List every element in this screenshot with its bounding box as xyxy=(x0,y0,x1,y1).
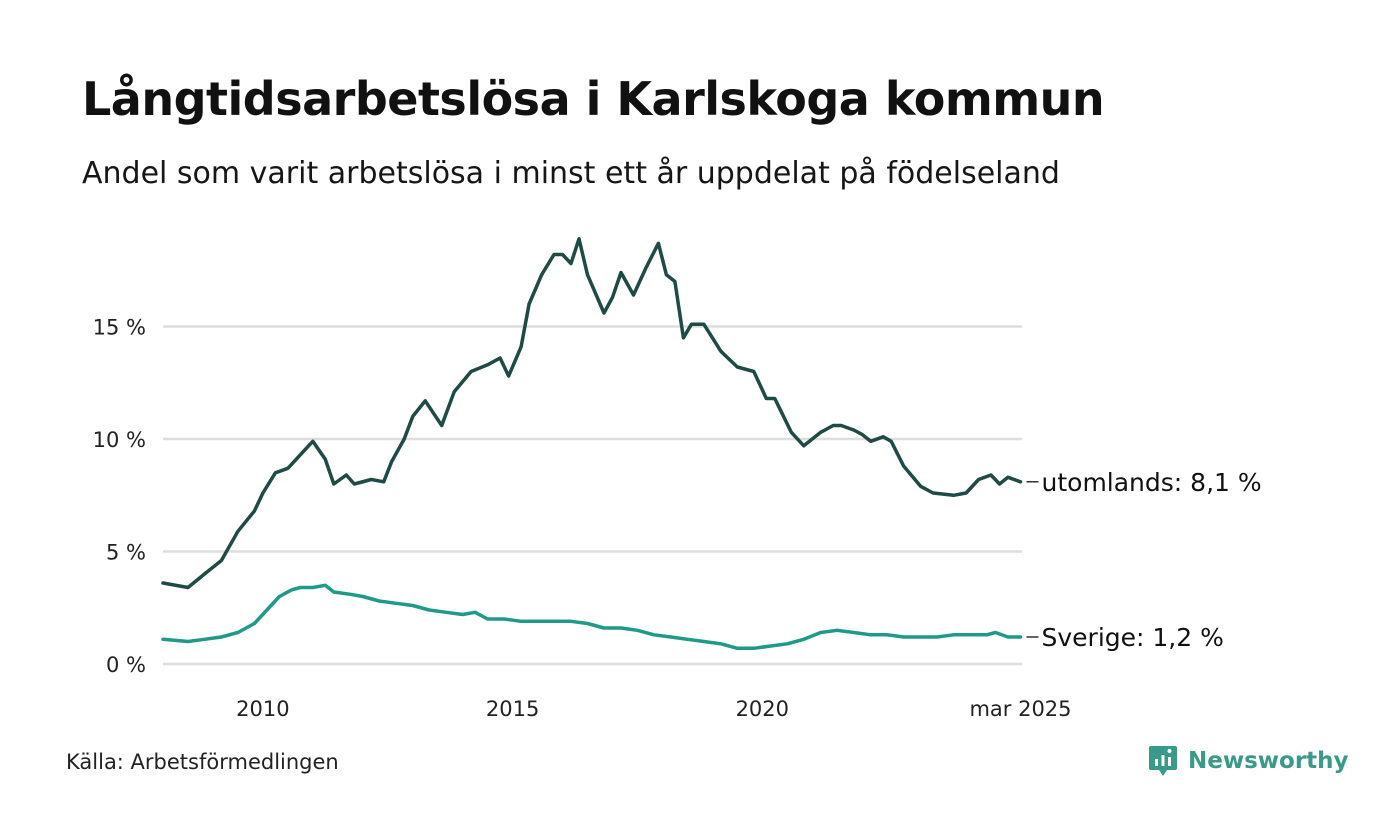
chart-bubble-icon xyxy=(1149,746,1177,776)
series-lines xyxy=(161,237,1023,651)
x-tick-label: 2015 xyxy=(486,697,539,721)
x-tick-label: 2010 xyxy=(236,697,289,721)
y-tick-label: 0 % xyxy=(106,653,146,677)
y-tick-label: 10 % xyxy=(93,428,146,452)
series-line-utomlands xyxy=(161,237,1023,590)
brand-name: Newsworthy xyxy=(1188,748,1349,774)
series-end-label-sverige: Sverige: 1,2 % xyxy=(1042,623,1224,652)
y-axis-ticks: 0 % 5 % 10 % 15 % xyxy=(93,316,146,678)
series-line-sverige xyxy=(161,583,1023,651)
gridlines xyxy=(163,325,1022,666)
x-axis-ticks: 2010 2015 2020 mar 2025 xyxy=(236,697,1071,721)
x-tick-label: 2020 xyxy=(736,697,789,721)
y-tick-label: 15 % xyxy=(93,316,146,340)
chart-subtitle: Andel som varit arbetslösa i minst ett å… xyxy=(82,156,1060,191)
brand-logo: Newsworthy xyxy=(1148,744,1349,778)
chart-title: Långtidsarbetslösa i Karlskoga kommun xyxy=(82,72,1105,126)
source-note: Källa: Arbetsförmedlingen xyxy=(66,750,339,774)
end-labels: utomlands: 8,1 % Sverige: 1,2 % xyxy=(1026,468,1262,652)
x-tick-label: mar 2025 xyxy=(969,697,1071,721)
y-tick-label: 5 % xyxy=(106,541,146,565)
series-end-label-utomlands: utomlands: 8,1 % xyxy=(1042,468,1262,497)
